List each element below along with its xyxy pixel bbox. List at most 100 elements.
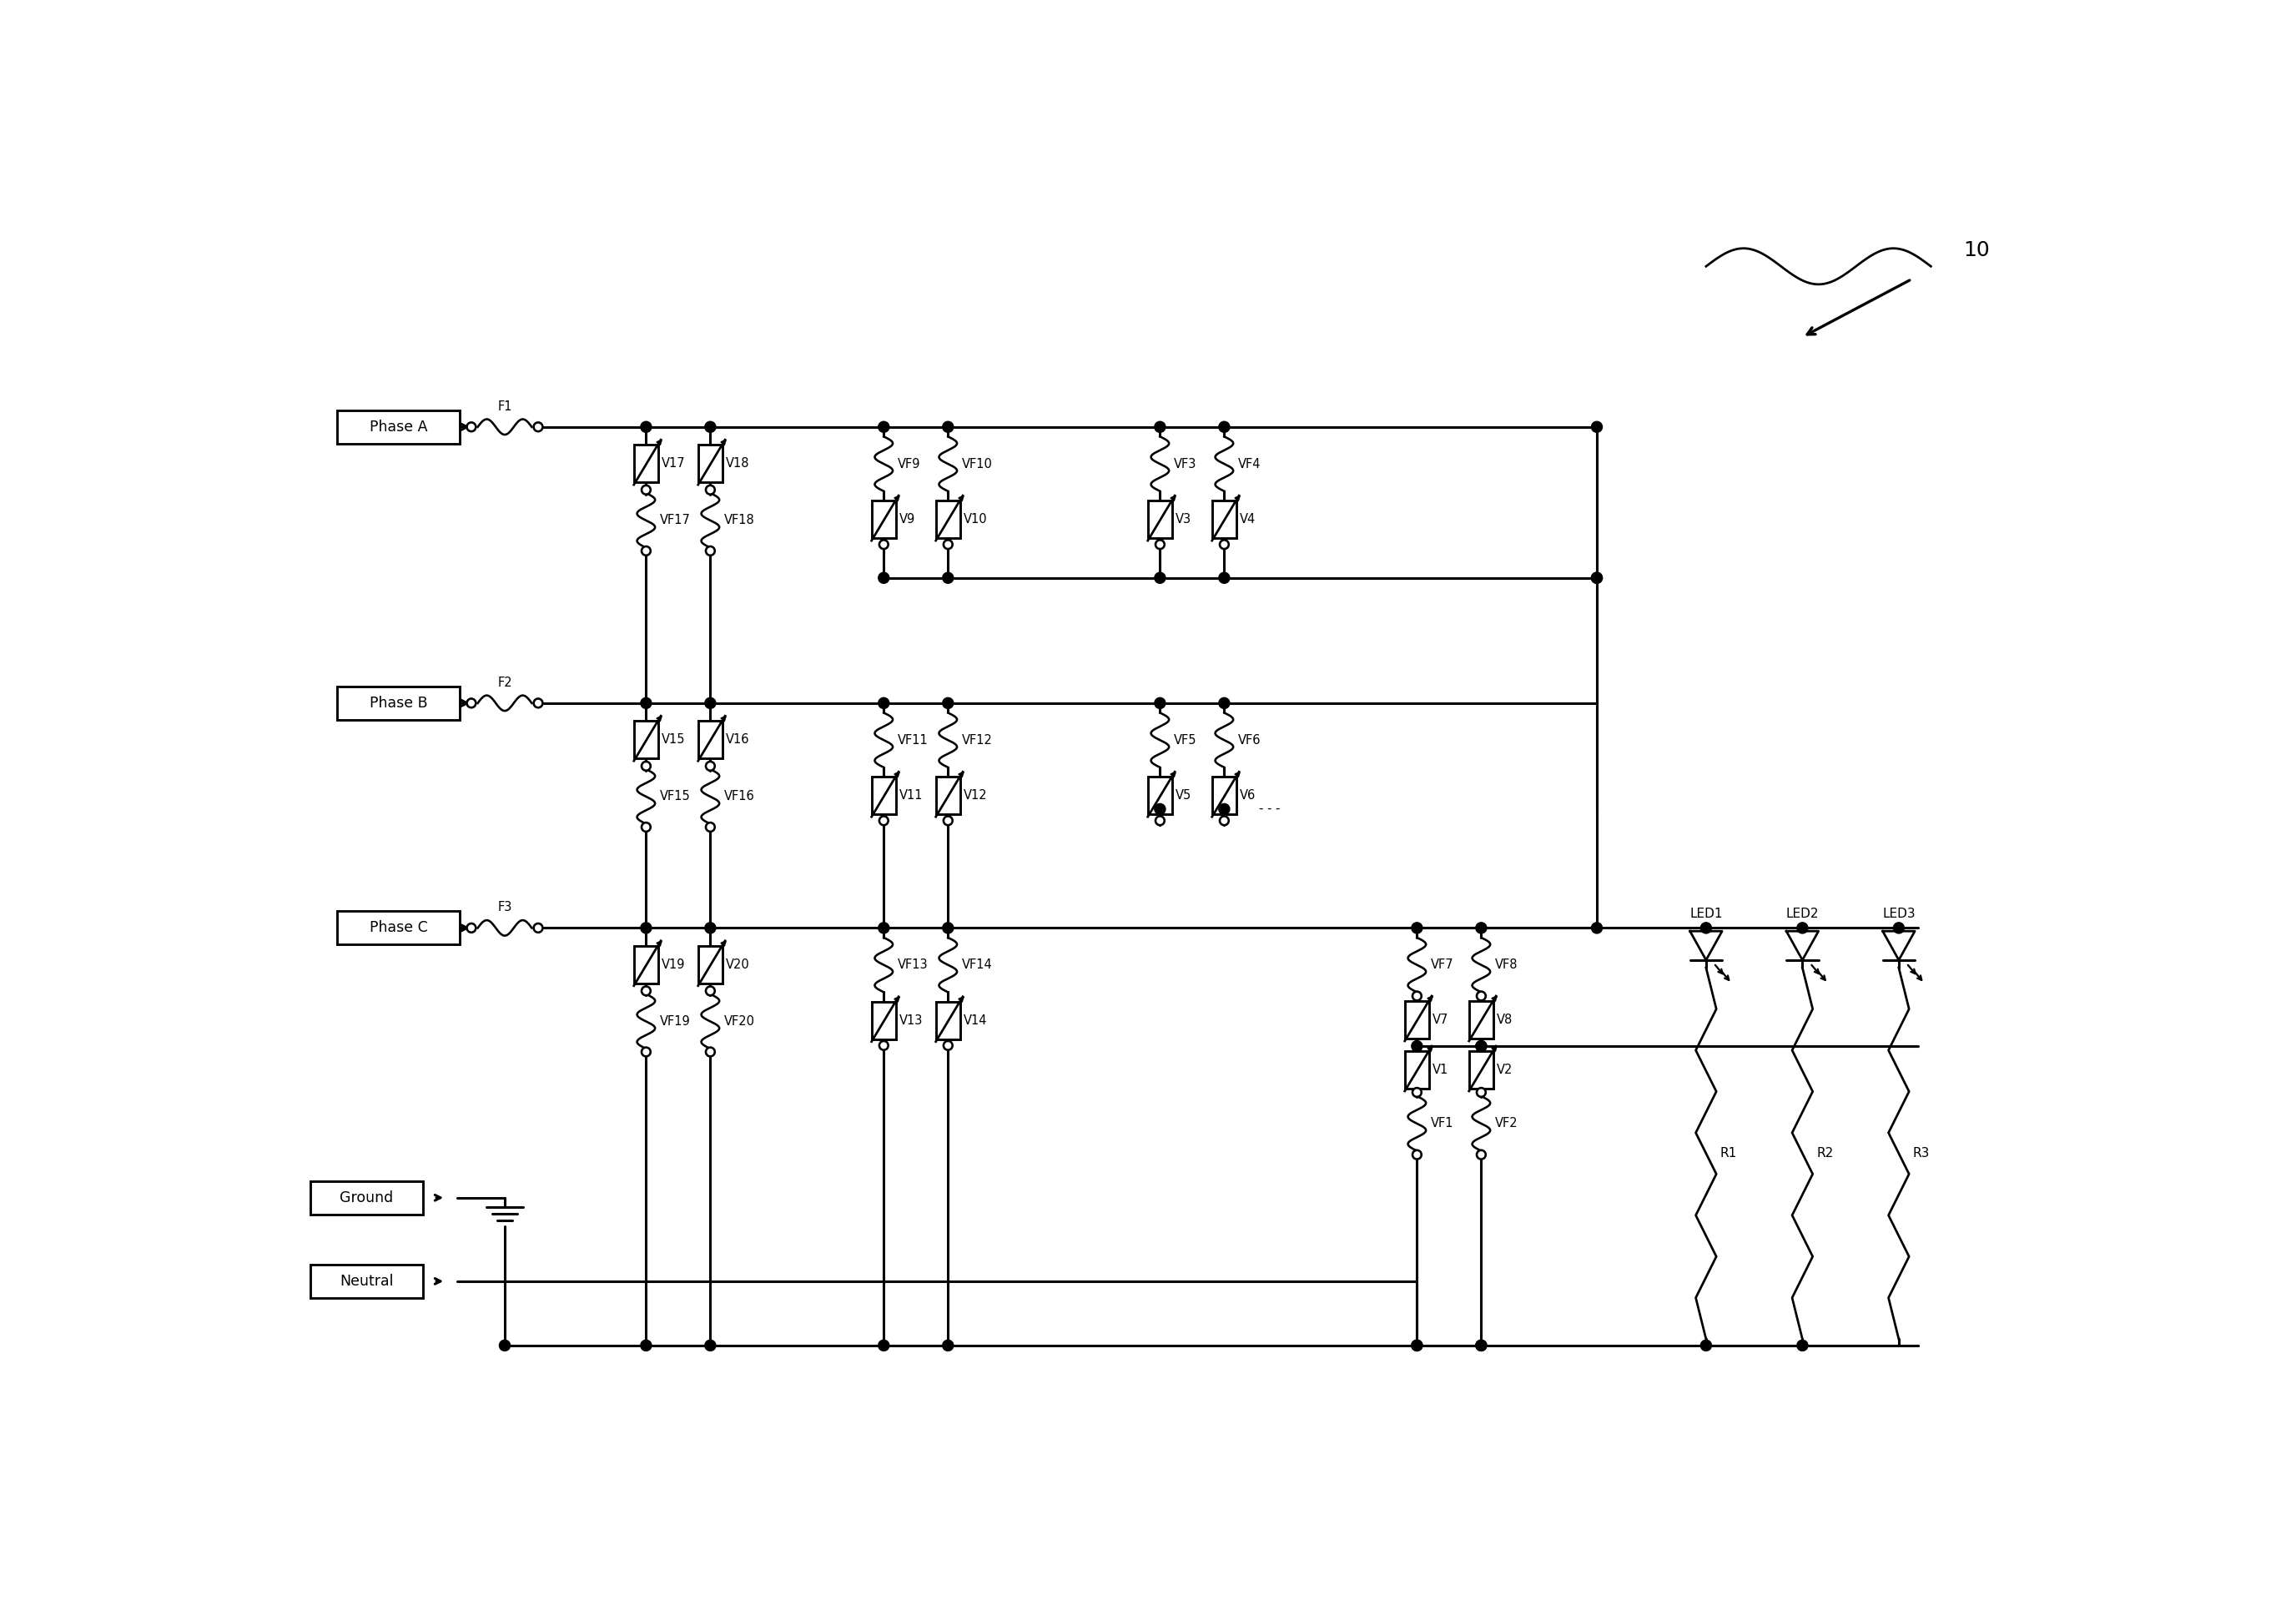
Text: V14: V14 <box>964 1014 987 1027</box>
Bar <box>1148 501 1173 538</box>
Circle shape <box>1155 421 1166 433</box>
Circle shape <box>1155 539 1164 549</box>
Bar <box>1148 778 1173 815</box>
Bar <box>937 501 960 538</box>
Circle shape <box>944 1042 953 1050</box>
Circle shape <box>705 922 716 933</box>
Text: VF8: VF8 <box>1495 959 1518 970</box>
Text: VF6: VF6 <box>1238 734 1261 747</box>
Circle shape <box>641 823 650 831</box>
Bar <box>1469 1001 1492 1038</box>
Text: F1: F1 <box>498 400 512 413</box>
Circle shape <box>1412 1150 1421 1160</box>
Text: V11: V11 <box>900 789 923 802</box>
Text: Neutral: Neutral <box>340 1273 393 1290</box>
Bar <box>872 1001 895 1038</box>
Circle shape <box>705 987 714 995</box>
Circle shape <box>466 698 475 708</box>
Bar <box>698 446 723 483</box>
Circle shape <box>705 1340 716 1351</box>
Circle shape <box>498 1340 510 1351</box>
Circle shape <box>641 1048 650 1056</box>
Circle shape <box>705 823 714 831</box>
Text: F3: F3 <box>498 901 512 914</box>
Circle shape <box>1894 922 1903 933</box>
Circle shape <box>1412 1340 1424 1351</box>
Bar <box>1212 778 1238 815</box>
Circle shape <box>1155 572 1166 583</box>
Circle shape <box>641 1340 652 1351</box>
Circle shape <box>1591 421 1603 433</box>
Text: Ground: Ground <box>340 1191 393 1205</box>
Bar <box>1405 1051 1428 1089</box>
Circle shape <box>705 1048 714 1056</box>
Polygon shape <box>1690 931 1722 961</box>
Bar <box>872 501 895 538</box>
Circle shape <box>1155 804 1166 815</box>
FancyBboxPatch shape <box>338 410 459 444</box>
Circle shape <box>879 1340 889 1351</box>
Circle shape <box>1219 539 1228 549</box>
Text: Phase A: Phase A <box>370 420 427 434</box>
Circle shape <box>533 423 542 431</box>
Text: V10: V10 <box>964 514 987 525</box>
Text: - - -: - - - <box>1258 804 1281 815</box>
Circle shape <box>879 922 889 933</box>
Circle shape <box>944 1340 953 1351</box>
Circle shape <box>641 546 650 556</box>
Circle shape <box>1476 1040 1488 1051</box>
Circle shape <box>641 421 652 433</box>
Circle shape <box>1476 1340 1488 1351</box>
Circle shape <box>879 698 889 708</box>
Circle shape <box>1219 804 1231 815</box>
Bar <box>872 778 895 815</box>
Text: VF1: VF1 <box>1430 1118 1453 1129</box>
Circle shape <box>879 539 889 549</box>
Circle shape <box>1219 698 1231 708</box>
Text: VF18: VF18 <box>726 514 755 527</box>
Circle shape <box>1155 698 1166 708</box>
Circle shape <box>533 923 542 933</box>
Bar <box>937 1001 960 1038</box>
Bar <box>698 721 723 758</box>
Text: R1: R1 <box>1720 1147 1738 1160</box>
Circle shape <box>1476 1040 1488 1051</box>
Text: V18: V18 <box>726 457 748 470</box>
Circle shape <box>1591 572 1603 583</box>
Text: V1: V1 <box>1433 1064 1449 1076</box>
Circle shape <box>1798 922 1807 933</box>
Bar <box>634 721 659 758</box>
Circle shape <box>944 421 953 433</box>
Circle shape <box>1476 922 1488 933</box>
Circle shape <box>1476 991 1486 1001</box>
Text: LED1: LED1 <box>1690 907 1722 920</box>
Text: V2: V2 <box>1497 1064 1513 1076</box>
Text: VF10: VF10 <box>962 457 992 470</box>
Text: LED3: LED3 <box>1883 907 1915 920</box>
Text: V5: V5 <box>1176 789 1192 802</box>
Bar <box>1212 501 1238 538</box>
Text: V13: V13 <box>900 1014 923 1027</box>
Text: VF15: VF15 <box>661 791 691 804</box>
Bar <box>634 446 659 483</box>
Circle shape <box>944 539 953 549</box>
Text: VF12: VF12 <box>962 734 992 747</box>
Text: VF3: VF3 <box>1173 457 1196 470</box>
Circle shape <box>1219 572 1231 583</box>
Circle shape <box>1219 816 1228 825</box>
Text: V19: V19 <box>661 959 684 970</box>
Text: V8: V8 <box>1497 1014 1513 1025</box>
Circle shape <box>641 987 650 995</box>
Circle shape <box>641 761 650 771</box>
Circle shape <box>1476 1340 1488 1351</box>
Circle shape <box>705 486 714 494</box>
Circle shape <box>879 421 889 433</box>
Text: V3: V3 <box>1176 514 1192 525</box>
FancyBboxPatch shape <box>310 1265 422 1298</box>
Text: V17: V17 <box>661 457 687 470</box>
Circle shape <box>1155 816 1164 825</box>
Text: V15: V15 <box>661 734 684 745</box>
Text: VF20: VF20 <box>726 1016 755 1027</box>
Text: VF11: VF11 <box>898 734 928 747</box>
Bar <box>698 946 723 983</box>
